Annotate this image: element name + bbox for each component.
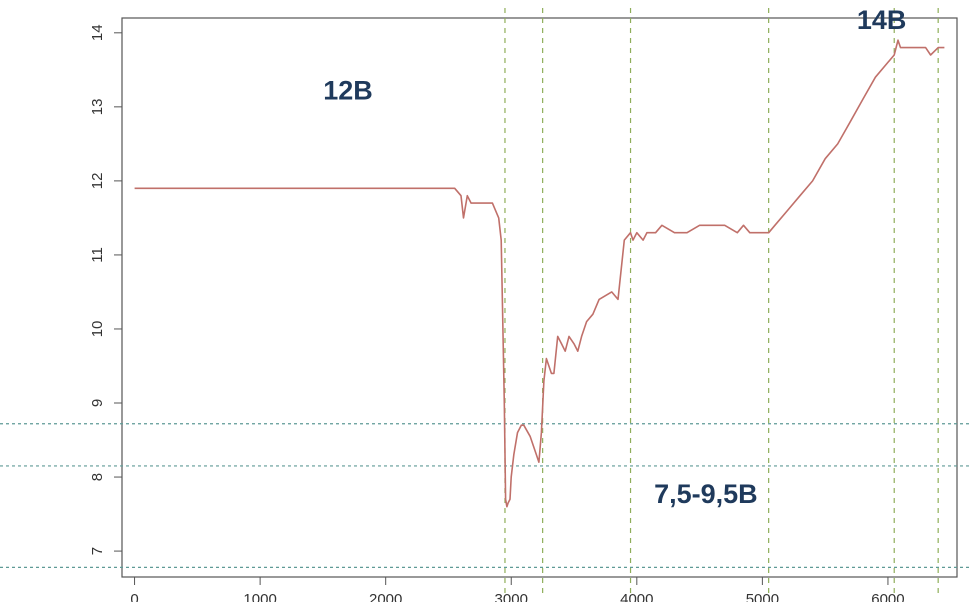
series-line [134, 39, 945, 508]
annotation-label: 14B [857, 5, 907, 35]
x-tick-label: 5000 [746, 591, 779, 602]
x-tick-label: 6000 [871, 591, 904, 602]
y-tick-label: 14 [89, 24, 106, 41]
vertical-reference-lines [504, 8, 939, 598]
data-series [134, 39, 945, 508]
x-axis: 0 1000 2000 3000 4000 5000 6000 [130, 577, 905, 602]
y-tick-label: 11 [89, 247, 106, 263]
x-tick-label: 0 [130, 591, 138, 602]
x-tick-label: 2000 [369, 591, 402, 602]
y-tick-label: 12 [89, 173, 106, 190]
plot-frame [121, 17, 958, 578]
y-tick-label: 9 [89, 399, 106, 407]
horizontal-reference-lines [0, 423, 971, 568]
y-tick-label: 13 [89, 99, 106, 116]
x-tick-label: 1000 [243, 591, 276, 602]
annotation-label: 7,5-9,5B [654, 479, 758, 509]
y-tick-label: 7 [89, 547, 106, 555]
y-tick-label: 10 [89, 321, 106, 338]
annotation-label: 12B [323, 75, 373, 105]
y-tick-label: 8 [89, 473, 106, 481]
y-axis: 7 8 9 10 11 12 13 14 [89, 24, 122, 555]
annotations: 12B 7,5-9,5B 14B [323, 5, 906, 509]
x-tick-label: 4000 [620, 591, 653, 602]
x-tick-label: 3000 [495, 591, 528, 602]
